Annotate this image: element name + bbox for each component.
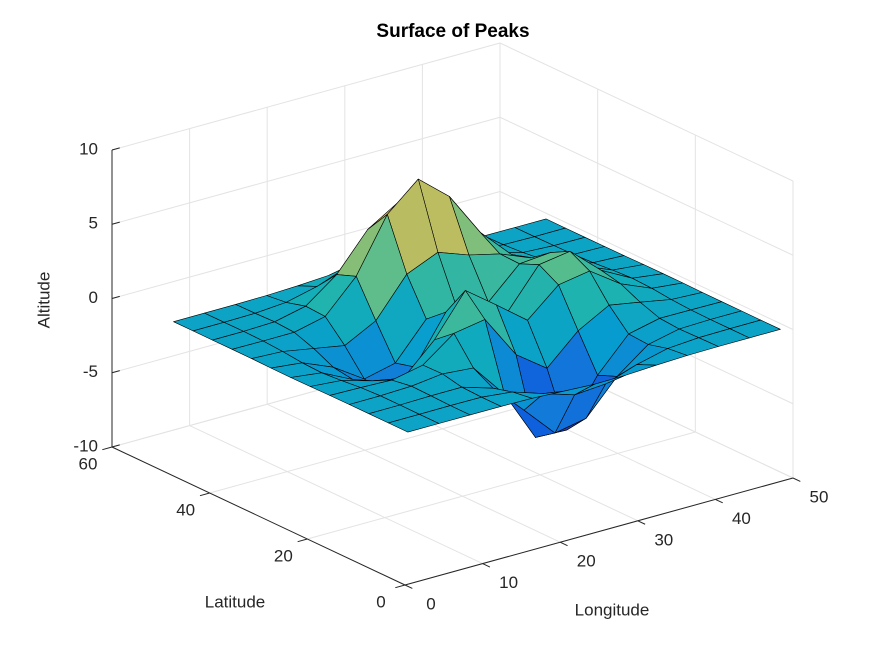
grid-line [499, 191, 794, 330]
x-tick-label: 40 [732, 509, 751, 528]
z-axis-label: Altitude [34, 272, 53, 329]
y-axis-line [111, 446, 406, 586]
x-tick [715, 498, 723, 504]
z-tick [111, 221, 120, 225]
y-tick-label: 0 [376, 592, 385, 611]
z-tick-label: 5 [89, 214, 98, 233]
x-tick [404, 584, 413, 589]
axes: 0 10 20 30 40 50 0 20 40 60-10 -5 0 5 10 [73, 139, 828, 613]
grid-line [307, 431, 696, 540]
surface-patch [387, 413, 440, 433]
y-axis-label: Latitude [205, 592, 266, 611]
y-tick-label: 40 [176, 500, 195, 519]
y-tick [297, 538, 308, 543]
surface [173, 178, 781, 438]
z-tick-label: -10 [73, 436, 98, 455]
y-tick [199, 492, 210, 497]
x-tick-label: 30 [654, 530, 673, 549]
chart-title: Surface of Peaks [376, 21, 529, 42]
x-tick [482, 563, 491, 568]
x-tick-label: 0 [426, 594, 435, 613]
grid-line [111, 42, 501, 151]
x-axis-line [404, 477, 794, 586]
z-tick [111, 370, 120, 374]
y-tick [102, 446, 113, 451]
x-tick [559, 541, 568, 547]
grid-line [111, 116, 501, 225]
x-tick-label: 10 [499, 573, 518, 592]
z-tick-label: 0 [89, 288, 98, 307]
x-tick [792, 477, 801, 482]
z-tick [111, 147, 120, 151]
z-tick [111, 444, 120, 448]
grid-line [189, 425, 483, 565]
y-tick-label: 20 [274, 546, 293, 565]
y-tick-label: 60 [79, 454, 98, 473]
x-tick [637, 520, 646, 525]
z-tick-label: 10 [79, 139, 98, 158]
z-tick [111, 295, 120, 299]
y-tick [395, 584, 406, 589]
grid-line [499, 42, 794, 182]
x-tick-label: 50 [810, 487, 829, 506]
grid-line [266, 403, 561, 543]
x-tick-label: 20 [577, 552, 596, 571]
z-tick-label: -5 [83, 362, 98, 381]
x-axis-label: Longitude [575, 600, 650, 619]
grid-line [499, 116, 794, 256]
